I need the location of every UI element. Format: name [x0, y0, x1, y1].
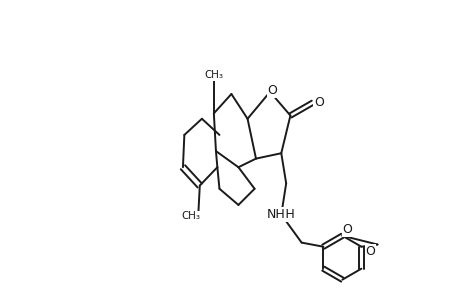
Text: O: O	[341, 224, 352, 236]
Text: CH₃: CH₃	[181, 211, 200, 221]
Text: NH: NH	[276, 208, 295, 221]
Text: CH₃: CH₃	[204, 70, 223, 80]
Text: O: O	[267, 84, 277, 97]
Text: NH: NH	[267, 208, 285, 221]
Text: O: O	[313, 96, 323, 109]
Text: O: O	[364, 245, 374, 258]
